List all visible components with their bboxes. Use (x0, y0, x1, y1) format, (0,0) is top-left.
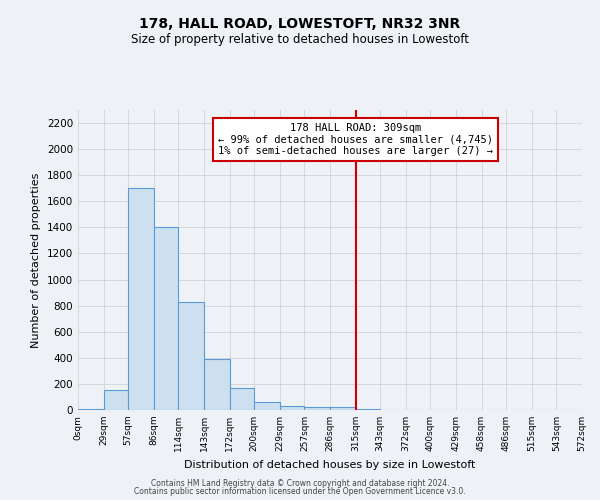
Bar (128, 188, 154, 410)
Y-axis label: Number of detached properties: Number of detached properties (31, 172, 41, 348)
Bar (104, 390, 128, 410)
Bar (178, 302, 204, 410)
Bar (254, 402, 280, 410)
Bar (204, 359, 230, 410)
Bar (304, 406, 330, 410)
Text: 178, HALL ROAD, LOWESTOFT, NR32 3NR: 178, HALL ROAD, LOWESTOFT, NR32 3NR (139, 18, 461, 32)
Text: Contains public sector information licensed under the Open Government Licence v3: Contains public sector information licen… (134, 487, 466, 496)
Bar (154, 228, 178, 410)
Text: 178 HALL ROAD: 309sqm
← 99% of detached houses are smaller (4,745)
1% of semi-de: 178 HALL ROAD: 309sqm ← 99% of detached … (218, 123, 493, 156)
Bar (280, 406, 304, 410)
Bar (230, 388, 254, 410)
Bar (78, 408, 104, 410)
Bar (330, 406, 356, 410)
Text: Contains HM Land Registry data © Crown copyright and database right 2024.: Contains HM Land Registry data © Crown c… (151, 478, 449, 488)
Text: Size of property relative to detached houses in Lowestoft: Size of property relative to detached ho… (131, 32, 469, 46)
X-axis label: Distribution of detached houses by size in Lowestoft: Distribution of detached houses by size … (184, 460, 476, 469)
